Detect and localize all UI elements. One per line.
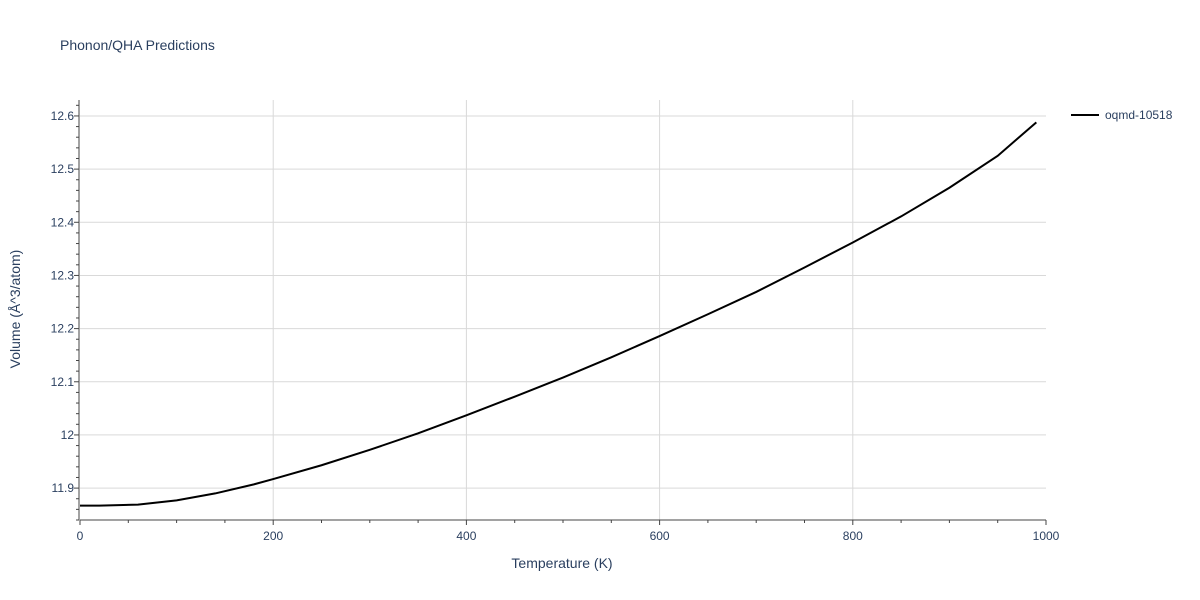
y-tick-label: 12.2 [51, 322, 75, 336]
legend[interactable]: oqmd-10518 [1071, 108, 1173, 122]
x-tick-label: 1000 [1033, 529, 1060, 543]
series-line [80, 121, 1037, 507]
y-tick-label: 12.6 [51, 109, 75, 123]
y-tick-label: 12 [61, 428, 75, 442]
x-tick-label: 400 [456, 529, 476, 543]
y-axis-title: Volume (Å^3/atom) [7, 250, 23, 369]
x-axis-title: Temperature (K) [511, 555, 612, 571]
x-tick-label: 200 [263, 529, 283, 543]
y-tick-label: 12.1 [51, 375, 75, 389]
x-tick-label: 0 [77, 529, 84, 543]
x-tick-label: 800 [843, 529, 863, 543]
y-tick-label: 12.4 [51, 215, 75, 229]
y-tick-label: 12.3 [51, 268, 75, 282]
grid [80, 100, 1046, 520]
plot-area [80, 121, 1037, 507]
chart-title: Phonon/QHA Predictions [60, 37, 215, 53]
legend-label: oqmd-10518 [1105, 108, 1173, 122]
axes: 0 200 400 600 800 1000 11.9 12 12.1 12.2 12.3 12.4 1… [51, 100, 1060, 543]
y-tick-label: 11.9 [52, 481, 75, 495]
y-tick-label: 12.5 [51, 162, 75, 176]
x-tick-label: 600 [650, 529, 670, 543]
